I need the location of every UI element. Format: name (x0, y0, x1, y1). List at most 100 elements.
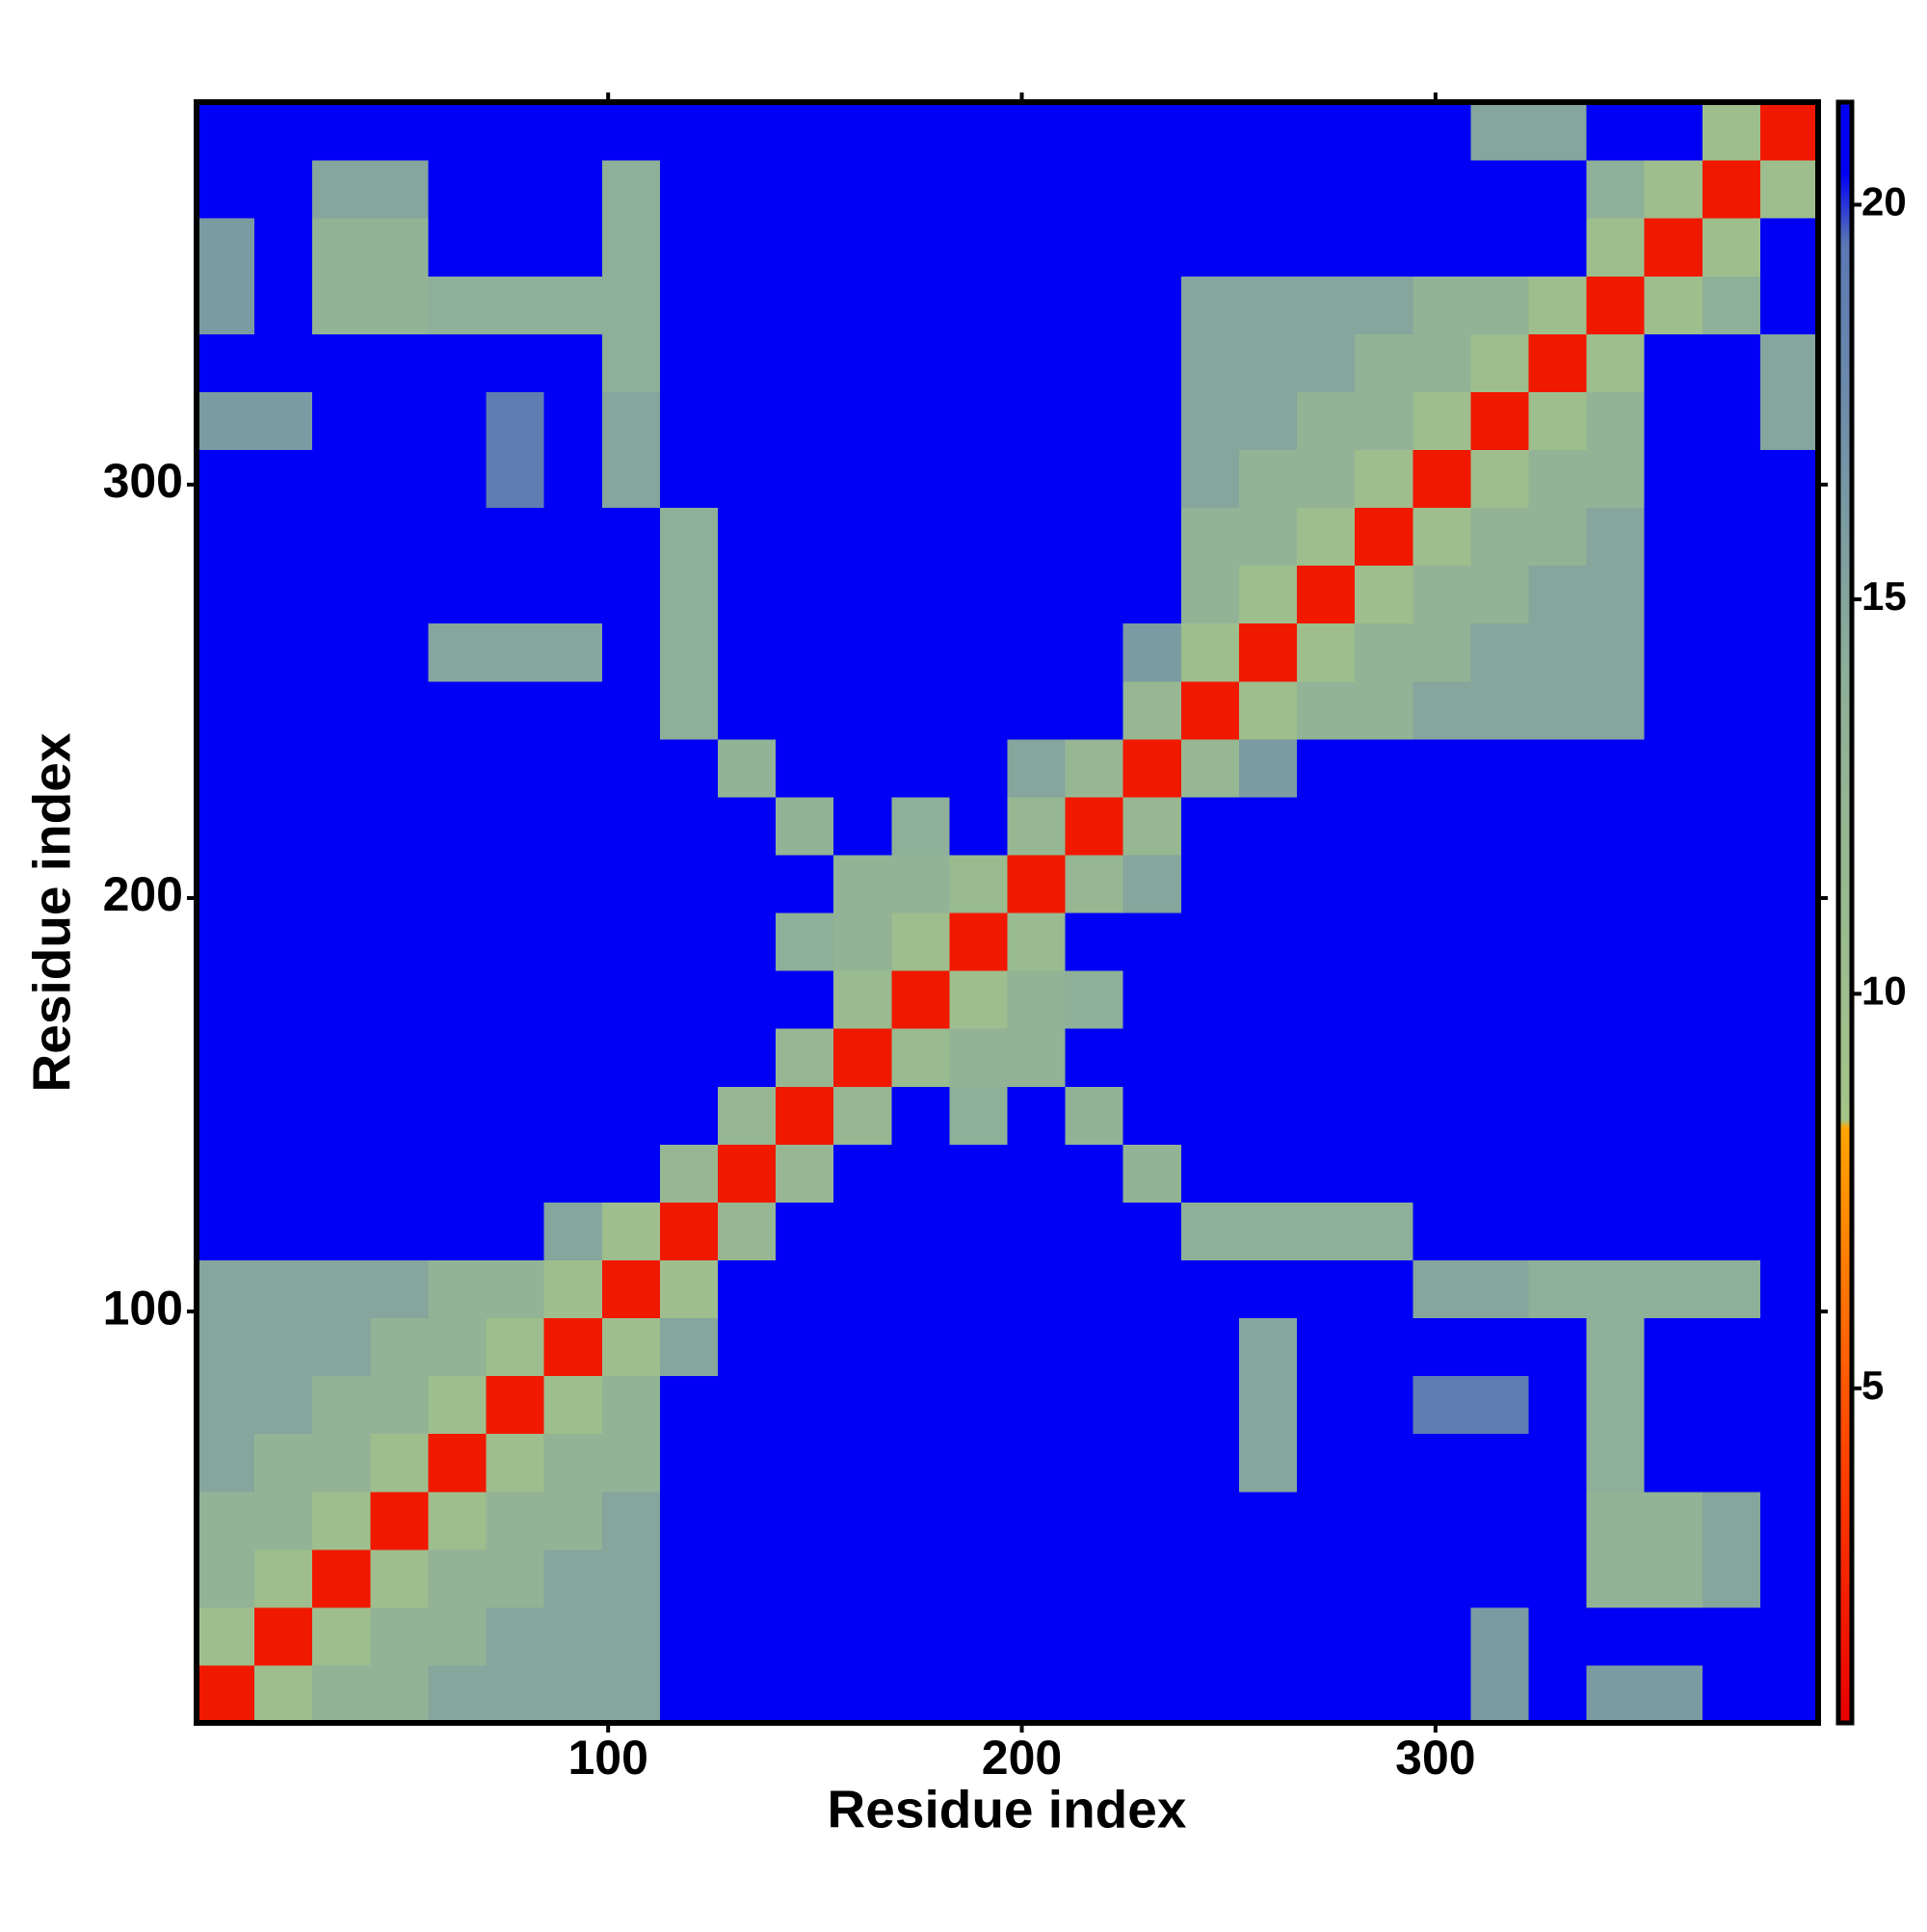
heatmap-cell (1470, 507, 1530, 567)
heatmap-cell (1702, 1491, 1761, 1550)
heatmap-cell (1238, 1433, 1298, 1493)
heatmap-cell (1586, 1259, 1646, 1319)
heatmap-cell (197, 1317, 255, 1377)
heatmap-cell (1644, 796, 1703, 856)
heatmap-cell (601, 333, 661, 392)
heatmap-cell (254, 1375, 313, 1435)
heatmap-cell (254, 507, 313, 567)
heatmap-cell (776, 1491, 834, 1550)
heatmap-cell (1238, 276, 1298, 334)
heatmap-cell (1007, 738, 1067, 798)
heatmap-cell (312, 970, 371, 1029)
heatmap-cell (1702, 796, 1761, 856)
heatmap-cell (370, 449, 430, 509)
heatmap-cell (1297, 1433, 1356, 1493)
heatmap-cell (1470, 391, 1530, 451)
heatmap-cell (486, 1259, 545, 1319)
heatmap-cell (428, 1144, 488, 1203)
heatmap-cell (1180, 680, 1240, 740)
heatmap-cell (1586, 796, 1646, 856)
heatmap-cell (428, 1664, 488, 1724)
heatmap-cell (1238, 970, 1298, 1029)
heatmap-cell (543, 622, 603, 682)
heatmap-cell (543, 1433, 603, 1493)
heatmap-cell (1180, 1664, 1240, 1724)
heatmap-cell (601, 102, 661, 161)
heatmap-cell (312, 391, 371, 451)
heatmap-cell (717, 970, 777, 1029)
heatmap-cell (949, 1259, 1009, 1319)
heatmap-cell (1065, 796, 1124, 856)
heatmap-cell (1007, 507, 1067, 567)
heatmap-cell (601, 1375, 661, 1435)
heatmap-cell (370, 1548, 430, 1608)
heatmap-cell (428, 565, 488, 624)
heatmap-cell (312, 1028, 371, 1087)
heatmap-cell (1065, 507, 1124, 567)
heatmap-cell (312, 1259, 371, 1319)
heatmap-cell (1586, 1202, 1646, 1261)
heatmap-cell (659, 738, 719, 798)
heatmap-cell (1759, 680, 1819, 740)
heatmap-cell (1122, 160, 1182, 219)
heatmap-cell (717, 1375, 777, 1435)
heatmap-cell (254, 160, 313, 219)
heatmap-cell (1759, 1548, 1819, 1608)
heatmap-cell (1759, 1664, 1819, 1724)
heatmap-cell (1238, 1144, 1298, 1203)
heatmap-cell (601, 160, 661, 219)
heatmap-cell (659, 507, 719, 567)
heatmap-cell (1355, 680, 1413, 740)
heatmap-cell (1297, 970, 1356, 1029)
heatmap-cell (1586, 1491, 1646, 1550)
heatmap-cell (717, 1028, 777, 1087)
heatmap-cell (1528, 1491, 1588, 1550)
heatmap-cell (312, 102, 371, 161)
heatmap-cell (1528, 218, 1588, 277)
heatmap-cell (1586, 1144, 1646, 1203)
heatmap-cell (1180, 507, 1240, 567)
heatmap-cell (543, 507, 603, 567)
heatmap-cell (1644, 391, 1703, 451)
heatmap-cell (1065, 1086, 1124, 1145)
heatmap-cell (717, 680, 777, 740)
heatmap-cell (1297, 1202, 1356, 1261)
heatmap-cell (486, 333, 545, 392)
heatmap-cell (1007, 160, 1067, 219)
heatmap-cell (833, 1548, 892, 1608)
heatmap-cell (1355, 391, 1413, 451)
heatmap-cell (1238, 1317, 1298, 1377)
heatmap-cell (1586, 218, 1646, 277)
heatmap-cell (1702, 1606, 1761, 1666)
heatmap-cell (254, 796, 313, 856)
heatmap-cell (312, 1317, 371, 1377)
heatmap-cell (1528, 1086, 1588, 1145)
heatmap-cell (1528, 1548, 1588, 1608)
heatmap-cell (1412, 1028, 1471, 1087)
heatmap-cell (370, 1433, 430, 1493)
heatmap-cell (197, 1259, 255, 1319)
heatmap-cell (833, 796, 892, 856)
heatmap-cell (1470, 913, 1530, 971)
heatmap-cell (1412, 160, 1471, 219)
heatmap-cell (1470, 1491, 1530, 1550)
heatmap-cell (776, 913, 834, 971)
heatmap-cell (197, 218, 255, 277)
heatmap-cell (1644, 102, 1703, 161)
heatmap-cell (1007, 1491, 1067, 1550)
heatmap-cell (659, 622, 719, 682)
heatmap-cell (833, 738, 892, 798)
heatmap-cell (1122, 333, 1182, 392)
heatmap-cell (1412, 218, 1471, 277)
heatmap-cell (1586, 622, 1646, 682)
heatmap-cell (1702, 622, 1761, 682)
heatmap-cell (1355, 1491, 1413, 1550)
heatmap-cell (486, 391, 545, 451)
heatmap-cell (1586, 1086, 1646, 1145)
heatmap-cell (1702, 1086, 1761, 1145)
heatmap-cell (312, 1375, 371, 1435)
heatmap-cell (891, 1491, 950, 1550)
heatmap-cell (1702, 738, 1761, 798)
heatmap-cell (659, 1317, 719, 1377)
x-tick-label: 300 (1395, 1731, 1475, 1785)
